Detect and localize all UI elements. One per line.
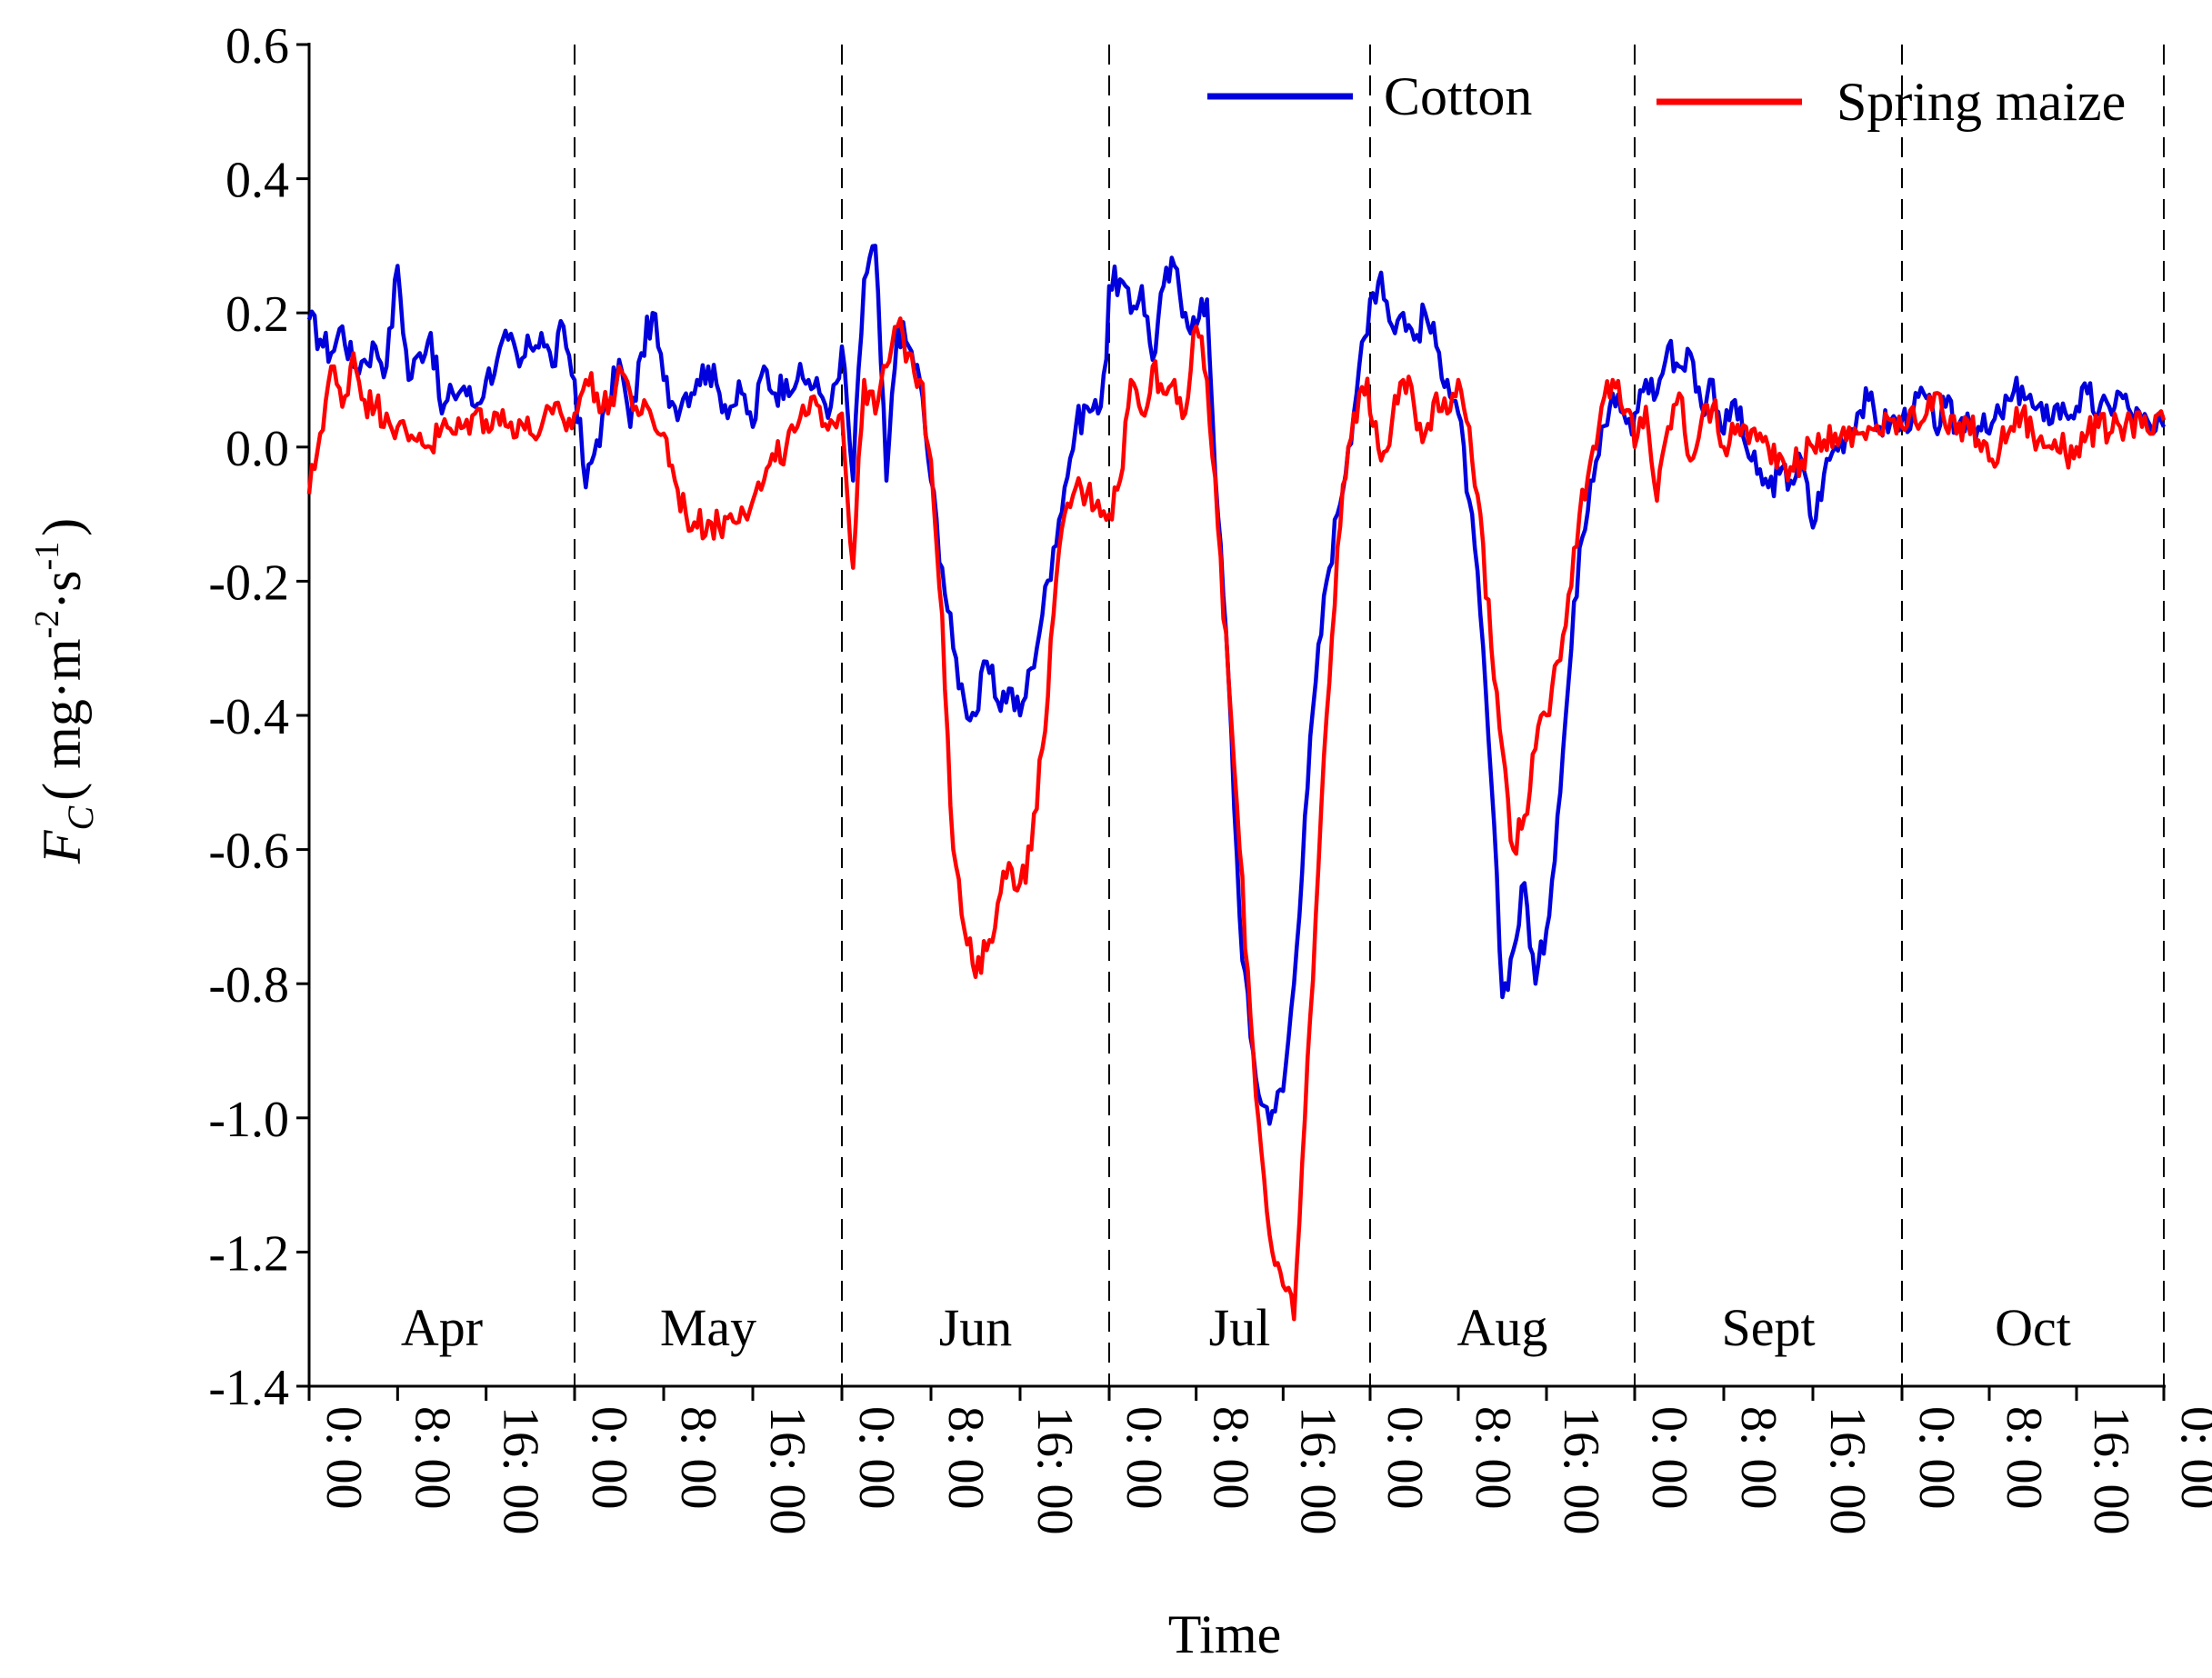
legend: Cotton Spring maize [1207,66,2126,132]
month-label: Apr [401,1298,483,1357]
x-tick-label: 16: 00 [1289,1406,1346,1535]
y-axis-subscript: C [60,804,101,830]
month-label: Oct [1995,1298,2071,1357]
x-tick-label: 16: 00 [1819,1406,1876,1535]
x-tick-label: 0: 00 [848,1406,905,1510]
y-tick-label: -0.4 [208,689,289,745]
x-tick-label: 0: 00 [581,1406,637,1510]
x-tick-label: 16: 00 [1026,1406,1083,1535]
y-tick-label: -0.6 [208,824,289,880]
series-lines [306,244,2167,1322]
y-axis-units-close: ) [32,518,92,536]
series-line-cotton [306,244,2167,1126]
y-tick-label: 0.0 [225,421,289,477]
legend-label-cotton: Cotton [1384,66,1532,126]
x-tick-label: 8: 00 [404,1406,460,1510]
x-tick-label: 0: 00 [1376,1406,1433,1510]
x-tick-label: 8: 00 [1203,1406,1259,1510]
y-axis-units-open: ( mg·m [32,638,92,800]
y-axis-exponent-2: -1 [28,542,66,571]
y-axis-symbol: F [32,829,92,864]
x-tick-label: 8: 00 [1465,1406,1521,1510]
y-tick-label: -0.8 [208,957,289,1014]
x-tick-label: 0: 00 [315,1406,372,1510]
y-tick-label: 0.6 [225,18,289,75]
y-tick-label: -1.2 [208,1225,289,1282]
x-tick-label: 0: 00 [1641,1406,1697,1510]
x-tick-label: 8: 00 [1730,1406,1787,1510]
month-label: Jul [1209,1298,1271,1357]
y-tick-label: 0.2 [225,286,289,343]
y-axis-exponent-1: -2 [28,610,66,639]
axes: 0.6 0.4 0.2 0.0 -0.2 -0.4 -0.6 -0.8 -1.0 -1.2 -1.4… [208,18,2212,1535]
month-label: Aug [1457,1298,1548,1357]
month-label: Sept [1721,1298,1815,1357]
x-tick-label: 16: 00 [759,1406,816,1535]
x-tick-label: 8: 00 [1996,1406,2052,1510]
y-tick-label: -0.2 [208,554,289,611]
x-axis-title: Time [1168,1604,1282,1664]
month-separator-lines [574,45,2165,1386]
x-tick-label: 0: 00 [2170,1406,2212,1510]
y-tick-label: -1.4 [208,1360,289,1416]
x-tick-label: 16: 00 [2083,1406,2139,1535]
x-tick-label: 0: 00 [1116,1406,1172,1510]
x-tick-label: 16: 00 [493,1406,549,1535]
series-line-spring-maize [306,316,2167,1322]
legend-label-spring-maize: Spring maize [1837,72,2126,132]
month-label: Jun [939,1298,1013,1357]
month-label: May [660,1298,756,1357]
y-tick-label: 0.4 [225,153,289,209]
x-tick-label: 16: 00 [1553,1406,1609,1535]
y-tick-label: -1.0 [208,1092,289,1148]
x-tick-label: 0: 00 [1908,1406,1965,1510]
month-labels: Apr May Jun Jul Aug Sept Oct [401,1298,2071,1357]
y-axis-units-mid: ·s [32,570,92,609]
x-tick-label: 8: 00 [670,1406,726,1510]
x-tick-label: 8: 00 [937,1406,994,1510]
y-axis-title: FC ( mg·m-2·s-1) [28,518,101,864]
